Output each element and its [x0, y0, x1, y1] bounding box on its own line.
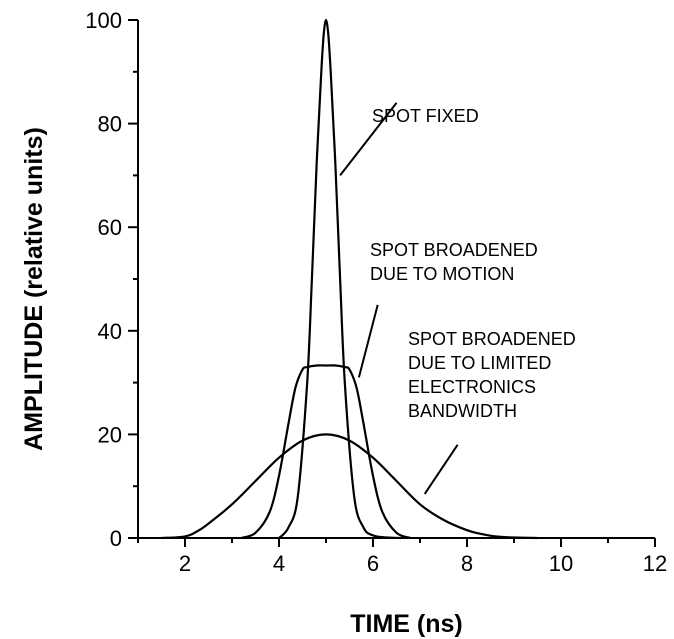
annotation-label-2: SPOT BROADENED DUE TO MOTION: [370, 240, 538, 284]
annotation-line: DUE TO MOTION: [370, 264, 514, 284]
x-tick-label: 8: [461, 551, 473, 576]
x-tick-label: 12: [643, 551, 667, 576]
annotation-line: SPOT FIXED: [372, 106, 479, 126]
x-tick-label: 4: [273, 551, 285, 576]
annotation-pointer-3: [423, 444, 459, 495]
y-tick-label: 60: [98, 215, 122, 240]
x-tick-label: 10: [549, 551, 573, 576]
annotation-label-3: SPOT BROADENED DUE TO LIMITED ELECTRONICS B…: [408, 329, 576, 421]
annotation-label-1: SPOT FIXED: [372, 106, 479, 126]
annotation-line: ELECTRONICS: [408, 377, 536, 397]
y-tick-label: 80: [98, 112, 122, 137]
series-line-1: [278, 18, 402, 540]
x-tick-label: 6: [367, 551, 379, 576]
annotation-line: DUE TO LIMITED: [408, 353, 551, 373]
series-line-3: [161, 433, 538, 540]
annotation-pointer-2: [357, 304, 379, 378]
curves: [138, 18, 538, 540]
y-tick-label: 100: [85, 8, 122, 33]
y-axis-title: AMPLITUDE (relative units): [20, 127, 48, 451]
axis-ticks: 2 4 6 8 10 12 0 20 40 60 80 100: [85, 8, 667, 576]
annotation-line: SPOT BROADENED: [408, 329, 576, 349]
x-tick-label: 2: [179, 551, 191, 576]
series-line-2: [241, 364, 411, 540]
annotation-pointer-1: [339, 102, 398, 177]
y-tick-label: 0: [110, 526, 122, 551]
y-tick-label: 40: [98, 319, 122, 344]
y-tick-label: 20: [98, 422, 122, 447]
x-axis-title: TIME (ns): [350, 610, 463, 638]
annotation-line: SPOT BROADENED: [370, 240, 538, 260]
annotation-line: BANDWIDTH: [408, 401, 517, 421]
